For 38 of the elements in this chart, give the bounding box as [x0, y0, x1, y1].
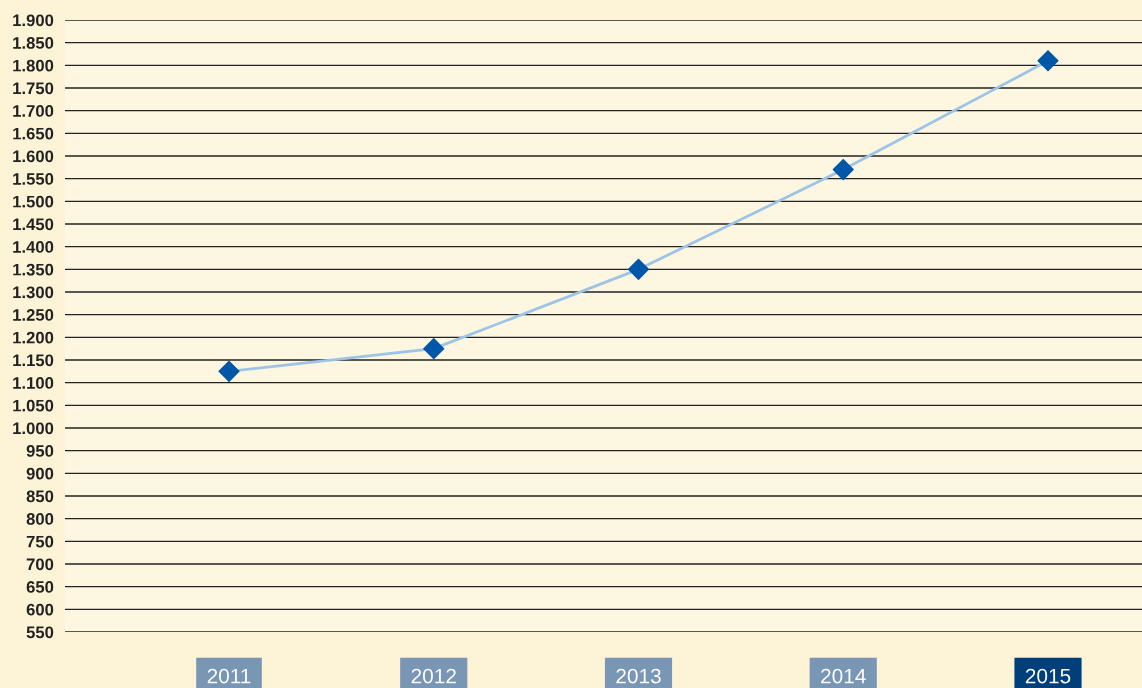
- point: [832, 159, 854, 181]
- y-tick-label: 1.350: [13, 263, 54, 276]
- y-tick-label: 700: [26, 558, 54, 571]
- point: [423, 338, 445, 360]
- y-tick-label: 1.900: [13, 14, 54, 27]
- y-tick-label: 1.250: [13, 309, 54, 321]
- y-tick-label: 1.500: [13, 195, 54, 208]
- x-tick-label: 2015: [1025, 668, 1071, 684]
- x-tick-label: 2011: [207, 668, 251, 684]
- y-tick-label: 1.050: [13, 399, 54, 412]
- y-tick-label: 1.700: [13, 105, 54, 117]
- y-tick-label: 650: [26, 581, 54, 593]
- y-tick-label: 1.450: [13, 218, 54, 231]
- y-tick-label: 750: [26, 535, 54, 548]
- y-tick-label: 1.850: [13, 37, 54, 49]
- y-tick-label: 1.000: [13, 422, 54, 435]
- y-tick-label: 1.750: [13, 82, 54, 95]
- point: [627, 258, 650, 280]
- y-tick-label: 1.800: [13, 59, 54, 72]
- x-tick-label: 2013: [616, 668, 661, 684]
- x-tick-label: 2012: [411, 668, 456, 684]
- y-tick-label: 1.600: [13, 150, 54, 163]
- y-tick-label: 1.550: [13, 173, 54, 185]
- point: [218, 360, 240, 382]
- y-tick-label: 600: [26, 603, 54, 616]
- y-tick-label: 1.200: [13, 331, 54, 344]
- y-tick-label: 550: [26, 626, 54, 639]
- y-tick-label: 1.150: [13, 354, 54, 367]
- y-tick-label: 1.400: [13, 241, 54, 253]
- y-tick-label: 900: [26, 467, 54, 480]
- y-tick-label: 800: [26, 513, 54, 525]
- point: [1037, 50, 1059, 72]
- y-tick-label: 950: [26, 445, 54, 457]
- y-tick-label: 850: [26, 490, 54, 503]
- y-tick-label: 1.650: [13, 127, 54, 140]
- y-tick-label: 1.100: [13, 377, 54, 389]
- y-tick-label: 1.300: [13, 286, 54, 299]
- x-tick-label: 2014: [821, 668, 866, 684]
